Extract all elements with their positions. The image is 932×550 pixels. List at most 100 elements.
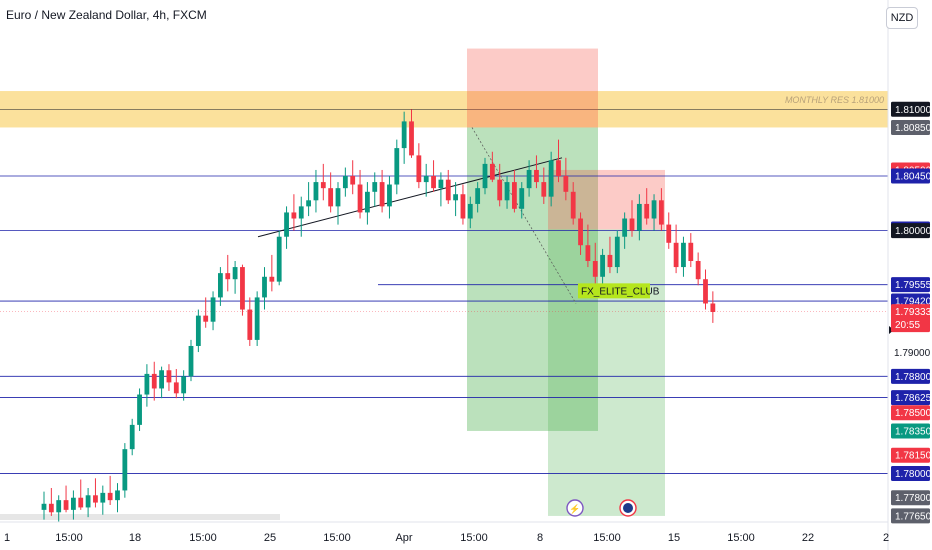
candle-body[interactable] xyxy=(394,148,400,185)
candle-body[interactable] xyxy=(181,376,187,394)
candle-body[interactable] xyxy=(291,212,297,219)
candle-body[interactable] xyxy=(497,179,503,201)
candle-body[interactable] xyxy=(512,182,517,209)
candle-body[interactable] xyxy=(431,176,436,189)
candle-body[interactable] xyxy=(195,315,201,346)
candle-body[interactable] xyxy=(592,261,598,277)
candle-body[interactable] xyxy=(570,191,576,219)
candle-body[interactable] xyxy=(151,373,157,389)
candle-body[interactable] xyxy=(482,163,488,189)
candle-body[interactable] xyxy=(636,203,642,231)
candle-body[interactable] xyxy=(328,188,334,207)
candle-body[interactable] xyxy=(489,163,495,180)
candle-body[interactable] xyxy=(107,492,113,501)
currency-selector[interactable]: NZD xyxy=(886,7,918,29)
candle-body[interactable] xyxy=(445,179,451,201)
candle-body[interactable] xyxy=(600,254,605,277)
candle-body[interactable] xyxy=(416,155,422,183)
candle-body[interactable] xyxy=(578,218,583,246)
candle-body[interactable] xyxy=(203,315,209,322)
candle-body[interactable] xyxy=(387,184,392,207)
candle-body[interactable] xyxy=(240,267,245,310)
candle-body[interactable] xyxy=(556,160,561,177)
candle-body[interactable] xyxy=(401,121,407,149)
candle-body[interactable] xyxy=(269,276,275,282)
candle-body[interactable] xyxy=(614,236,620,268)
candle-body[interactable] xyxy=(357,184,363,213)
candle-body[interactable] xyxy=(284,212,289,237)
candle-body[interactable] xyxy=(438,179,444,189)
candle-body[interactable] xyxy=(188,345,194,377)
lightning-event-icon[interactable] xyxy=(566,499,584,517)
candle-body[interactable] xyxy=(423,176,429,183)
candle-body[interactable] xyxy=(651,200,657,219)
candle-body[interactable] xyxy=(372,182,378,192)
candle-body[interactable] xyxy=(644,203,650,219)
candle-body[interactable] xyxy=(666,224,672,243)
candle-body[interactable] xyxy=(622,218,628,237)
candle-body[interactable] xyxy=(41,503,47,510)
price-tag-label: 1.79555 xyxy=(895,280,932,291)
candle-body[interactable] xyxy=(218,273,223,298)
candle-body[interactable] xyxy=(144,373,150,395)
candle-body[interactable] xyxy=(548,160,554,197)
candle-body[interactable] xyxy=(681,242,686,268)
candle-body[interactable] xyxy=(534,169,539,183)
candle-body[interactable] xyxy=(541,182,547,197)
candle-body[interactable] xyxy=(519,188,525,209)
candle-body[interactable] xyxy=(298,206,304,219)
candle-body[interactable] xyxy=(703,279,708,304)
price-tag xyxy=(891,508,930,524)
candle-body[interactable] xyxy=(225,273,231,280)
candle-body[interactable] xyxy=(276,236,282,282)
candle-body[interactable] xyxy=(453,194,458,201)
candle-body[interactable] xyxy=(365,191,370,213)
candle-body[interactable] xyxy=(342,176,348,189)
candle-body[interactable] xyxy=(504,182,510,201)
candle-body[interactable] xyxy=(63,500,69,510)
candle-body[interactable] xyxy=(335,188,341,207)
candle-body[interactable] xyxy=(78,497,84,508)
candle-body[interactable] xyxy=(137,394,142,425)
candle-body[interactable] xyxy=(350,176,356,185)
candle-body[interactable] xyxy=(585,245,591,261)
candle-body[interactable] xyxy=(629,218,635,231)
candle-body[interactable] xyxy=(313,182,319,201)
candle-body[interactable] xyxy=(129,424,135,450)
candle-body[interactable] xyxy=(56,500,62,513)
x-tick-label-edge: 1 xyxy=(4,532,10,544)
candle-body[interactable] xyxy=(379,182,385,207)
candle-body[interactable] xyxy=(159,370,164,389)
y-tick-label: 1.79000 xyxy=(894,348,931,359)
candle-body[interactable] xyxy=(122,449,128,491)
candle-body[interactable] xyxy=(526,169,532,189)
candle-body[interactable] xyxy=(173,382,179,394)
candle-body[interactable] xyxy=(210,297,216,322)
candle-body[interactable] xyxy=(688,242,694,261)
candle-body[interactable] xyxy=(100,492,106,503)
candle-body[interactable] xyxy=(320,182,326,189)
candle-body[interactable] xyxy=(115,490,120,501)
candle-body[interactable] xyxy=(85,495,91,508)
price-tag xyxy=(891,390,930,406)
candle-body[interactable] xyxy=(48,503,54,513)
candle-body[interactable] xyxy=(607,254,613,268)
candle-body[interactable] xyxy=(247,309,253,340)
candle-body[interactable] xyxy=(659,200,664,225)
candle-body[interactable] xyxy=(409,121,414,156)
candle-body[interactable] xyxy=(563,176,569,192)
candle-body[interactable] xyxy=(166,370,172,383)
candle-body[interactable] xyxy=(460,194,466,219)
candle-body[interactable] xyxy=(475,188,481,204)
candle-body[interactable] xyxy=(232,267,238,280)
candle-body[interactable] xyxy=(710,303,716,312)
candle-body[interactable] xyxy=(262,276,267,298)
candle-body[interactable] xyxy=(254,297,260,340)
candle-body[interactable] xyxy=(695,261,701,280)
candle-body[interactable] xyxy=(673,242,679,268)
candle-body[interactable] xyxy=(306,200,311,207)
candle-body[interactable] xyxy=(467,203,473,219)
candle-body[interactable] xyxy=(71,497,76,510)
candle-body[interactable] xyxy=(93,495,98,503)
